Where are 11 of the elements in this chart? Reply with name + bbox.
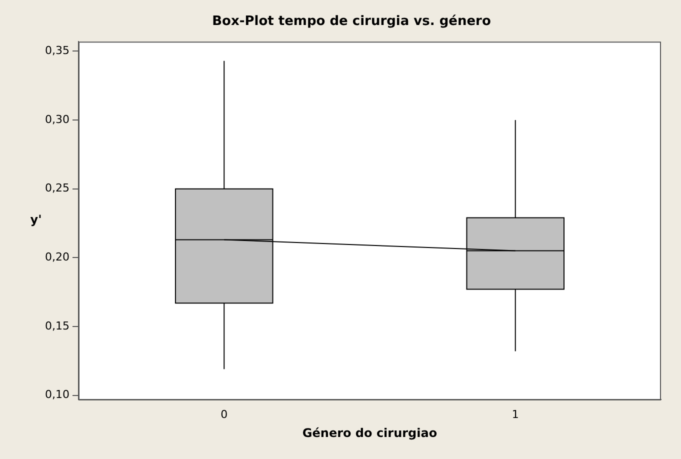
x-axis-title: Género do cirurgiao: [302, 426, 438, 440]
y-tick-label: 0,15: [44, 319, 70, 332]
y-tick-label: 0,10: [44, 388, 70, 402]
y-tick-label: 0,25: [44, 182, 70, 195]
chart-title: Box-Plot tempo de cirurgia vs. género: [212, 14, 491, 30]
y-tick-label: 0,35: [44, 44, 70, 58]
y-axis-title: y': [30, 212, 42, 227]
y-tick-label: 0,20: [44, 250, 70, 264]
x-tick-label: 0: [220, 408, 228, 421]
x-tick-label: 1: [512, 408, 519, 421]
y-tick-label: 0,30: [44, 112, 70, 126]
